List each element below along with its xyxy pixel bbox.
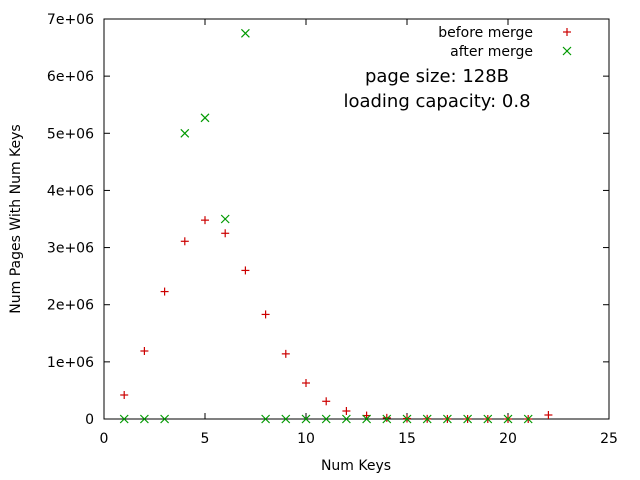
legend-marker-before-merge [563, 28, 571, 36]
series-0 [120, 216, 553, 423]
data-point-after-merge [483, 414, 493, 424]
legend-label-after-merge: after merge [450, 44, 533, 60]
data-point-after-merge [261, 414, 271, 424]
x-axis-label: Num Keys [321, 458, 391, 474]
data-point-before-merge [281, 349, 290, 358]
data-point-after-merge [442, 414, 452, 424]
legend: before merge after merge [438, 25, 572, 60]
axis-ticks [103, 18, 610, 420]
y-tick-label: 6e+06 [47, 69, 94, 85]
x-tick-label: 5 [201, 431, 210, 447]
data-point-after-merge [240, 28, 250, 38]
data-points [119, 28, 553, 424]
data-point-after-merge [321, 414, 331, 424]
data-point-after-merge [523, 414, 533, 424]
data-point-before-merge [201, 216, 209, 225]
y-tick-label: 7e+06 [47, 12, 94, 28]
series-1 [119, 28, 533, 424]
data-point-after-merge [382, 414, 392, 424]
data-point-before-merge [140, 347, 149, 355]
annotation-page-size: page size: 128B [365, 66, 509, 87]
x-tick-label: 25 [600, 431, 618, 447]
data-point-after-merge [119, 414, 129, 424]
data-point-before-merge [382, 413, 391, 422]
y-tick-label: 5e+06 [47, 126, 94, 142]
y-tick-label: 1e+06 [47, 355, 94, 371]
data-point-after-merge [160, 414, 170, 424]
data-point-after-merge [362, 414, 372, 424]
data-point-after-merge [139, 414, 149, 424]
data-point-before-merge [322, 397, 331, 406]
data-point-after-merge [220, 214, 230, 224]
data-point-before-merge [180, 237, 189, 246]
data-point-before-merge [120, 391, 129, 399]
data-point-after-merge [180, 128, 190, 138]
data-point-after-merge [422, 414, 432, 424]
data-point-before-merge [241, 266, 250, 275]
y-tick-label: 3e+06 [47, 241, 94, 257]
y-axis-label: Num Pages With Num Keys [8, 124, 24, 313]
data-point-before-merge [261, 310, 270, 319]
data-point-before-merge [221, 229, 230, 238]
y-tick-label: 0 [85, 412, 94, 428]
y-tick-label: 2e+06 [47, 298, 94, 314]
data-point-after-merge [503, 414, 513, 424]
data-point-after-merge [281, 414, 291, 424]
x-tick-label: 20 [499, 431, 517, 447]
legend-marker-symbol [563, 28, 571, 36]
plot-frame [103, 18, 610, 420]
x-tick-label: 10 [297, 431, 315, 447]
data-point-before-merge [160, 287, 169, 296]
data-point-after-merge [402, 414, 412, 424]
annotation-loading-capacity: loading capacity: 0.8 [343, 91, 530, 112]
data-point-before-merge [342, 407, 351, 415]
x-tick-label: 15 [398, 431, 416, 447]
axis-tick-labels: 0 5 10 15 20 25 0 1e+06 2e+06 3e+06 4e+06 5e+06 6e+0… [47, 12, 618, 447]
y-tick-label: 4e+06 [47, 183, 94, 199]
legend-marker-symbol [562, 46, 572, 56]
legend-label-before-merge: before merge [438, 25, 533, 41]
data-point-after-merge [463, 414, 473, 424]
data-point-before-merge [302, 379, 310, 387]
data-point-after-merge [200, 113, 210, 123]
data-point-before-merge [544, 411, 553, 419]
data-point-after-merge [341, 414, 351, 424]
data-point-after-merge [301, 414, 311, 424]
legend-marker-after-merge [562, 46, 572, 56]
x-tick-label: 0 [100, 431, 109, 447]
